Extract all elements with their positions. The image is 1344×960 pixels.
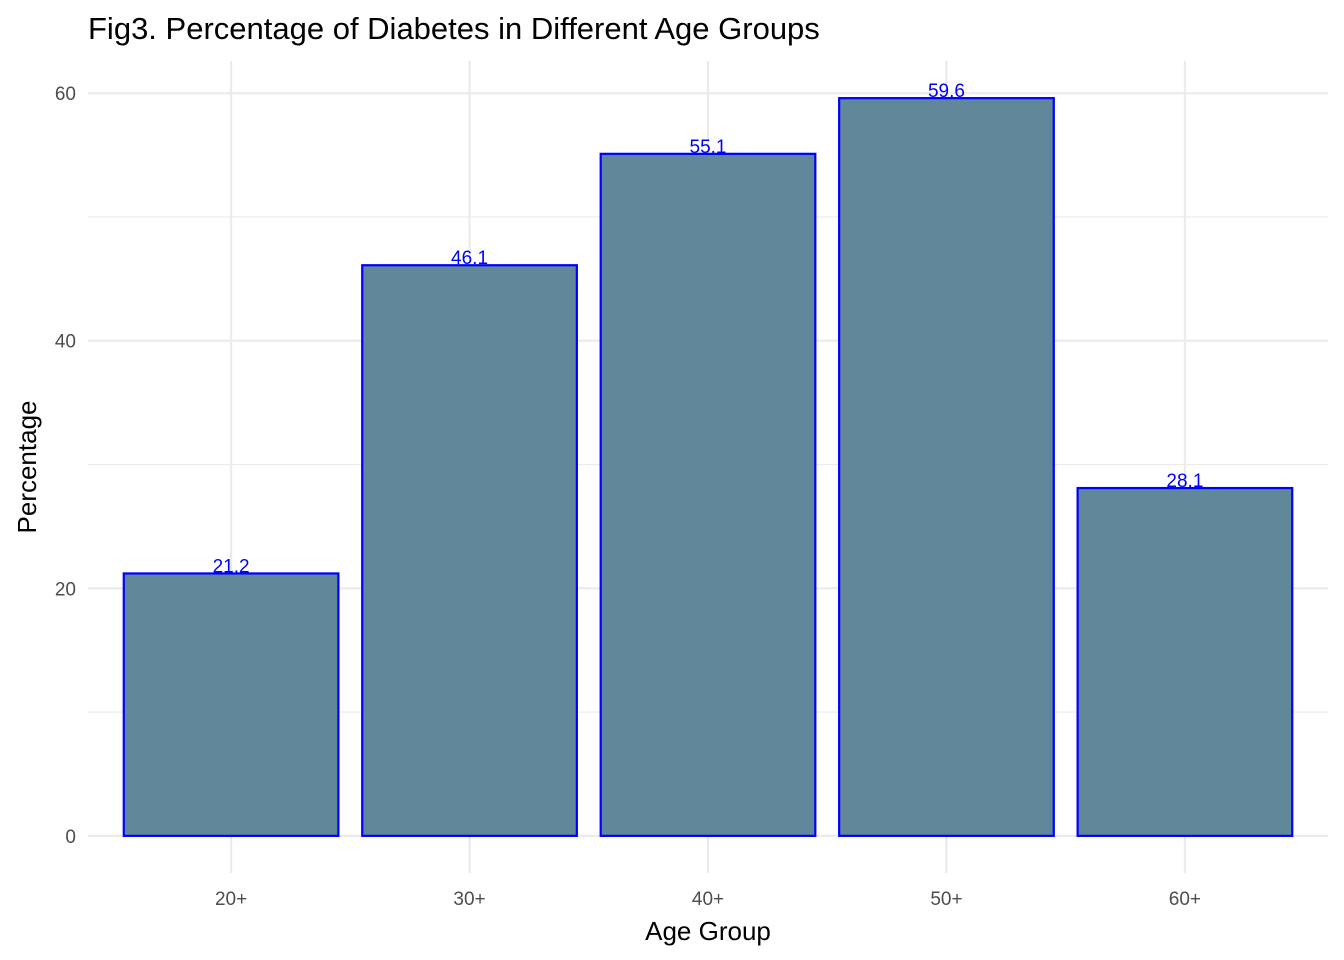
x-tick-label: 50+ [930, 889, 962, 910]
x-tick-label: 20+ [215, 889, 247, 910]
x-axis-title: Age Group [645, 916, 771, 946]
bar-60+ [1076, 486, 1294, 837]
chart-title: Fig3. Percentage of Diabetes in Differen… [88, 11, 820, 46]
y-tick-label: 0 [65, 827, 76, 848]
data-label-40+: 55.1 [690, 137, 727, 158]
bars [122, 97, 1294, 837]
y-tick-label: 20 [55, 579, 76, 600]
x-tick-label: 60+ [1169, 889, 1201, 910]
data-labels: 21.2 46.1 55.1 59.6 28.1 [213, 81, 1204, 577]
data-label-20+: 21.2 [213, 556, 250, 577]
bar-50+ [838, 97, 1055, 837]
bar-20+ [122, 572, 340, 837]
y-tick-label: 60 [55, 84, 76, 105]
x-tick-label: 40+ [692, 889, 724, 910]
y-tick-label: 40 [55, 332, 76, 353]
x-axis-tick-labels: 20+ 30+ 40+ 50+ 60+ [215, 889, 1201, 910]
y-axis-title: Percentage [12, 401, 42, 534]
data-label-60+: 28.1 [1166, 471, 1203, 492]
x-tick-label: 30+ [453, 889, 485, 910]
bar-40+ [599, 152, 817, 837]
data-label-50+: 59.6 [928, 81, 965, 102]
data-label-30+: 46.1 [451, 248, 488, 269]
bar-30+ [361, 264, 578, 837]
y-axis-tick-labels: 0 20 40 60 [55, 84, 76, 848]
